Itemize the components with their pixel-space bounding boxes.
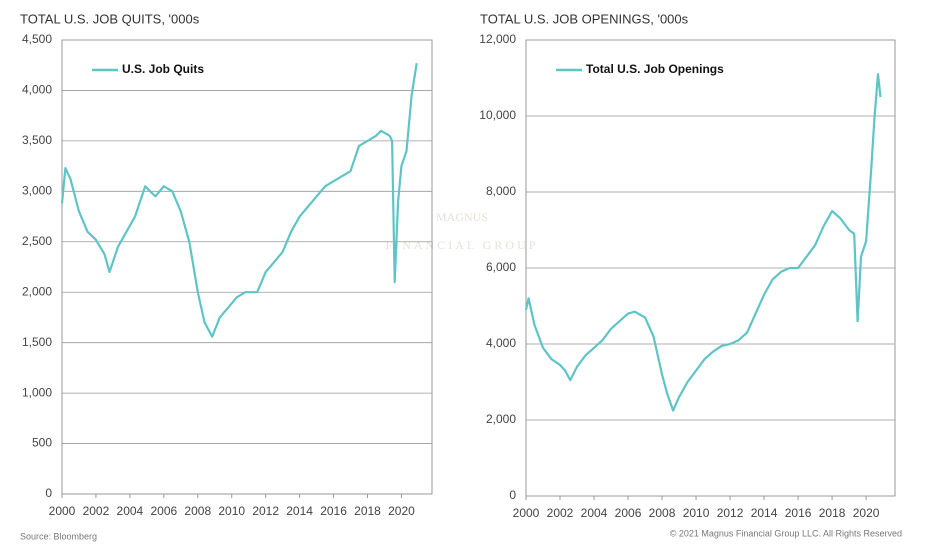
plot-frame [61, 39, 433, 495]
y-tick-label: 0 [509, 488, 516, 502]
x-tick-label: 2006 [615, 506, 642, 520]
x-tick-label: 2016 [320, 504, 347, 518]
y-tick-label: 4,000 [486, 336, 516, 350]
x-tick-label: 2020 [388, 504, 415, 518]
y-tick-label: 3,000 [22, 184, 52, 198]
chart-title: TOTAL U.S. JOB OPENINGS, '000s [480, 11, 689, 26]
x-tick-label: 2000 [49, 504, 76, 518]
y-tick-label: 2,500 [22, 234, 52, 248]
x-tick-label: 2018 [354, 504, 381, 518]
y-tick-label: 500 [32, 436, 52, 450]
y-tick-label: 3,500 [22, 133, 52, 147]
y-tick-label: 4,000 [22, 83, 52, 97]
watermark-name: MAGNUS [436, 210, 488, 224]
y-tick-label: 1,500 [22, 335, 52, 349]
x-tick-label: 2004 [581, 506, 608, 520]
x-tick-label: 2002 [547, 506, 574, 520]
series-line [524, 73, 882, 412]
x-tick-label: 2018 [819, 506, 846, 520]
watermark-tagline: FINANCIAL GROUP [386, 238, 539, 252]
x-tick-label: 2008 [649, 506, 676, 520]
copyright: © 2021 Magnus Financial Group LLC. All R… [670, 528, 902, 538]
y-tick-label: 12,000 [479, 32, 516, 46]
x-tick-label: 2012 [717, 506, 744, 520]
y-tick-label: 0 [45, 486, 52, 500]
plot-frame [525, 39, 896, 497]
y-tick-label: 6,000 [486, 260, 516, 274]
x-tick-label: 2010 [218, 504, 245, 518]
x-tick-label: 2014 [751, 506, 778, 520]
source: Source: Bloomberg [20, 531, 97, 541]
y-tick-label: 1,000 [22, 385, 52, 399]
x-tick-label: 2020 [853, 506, 880, 520]
y-tick-label: 2,000 [486, 412, 516, 426]
x-tick-label: 2012 [252, 504, 279, 518]
x-tick-label: 2014 [286, 504, 313, 518]
y-tick-label: 2,000 [22, 284, 52, 298]
x-tick-label: 2016 [785, 506, 812, 520]
x-tick-label: 2002 [83, 504, 110, 518]
y-tick-label: 10,000 [479, 108, 516, 122]
legend-label: Total U.S. Job Openings [586, 62, 724, 76]
y-tick-label: 8,000 [486, 184, 516, 198]
x-tick-label: 2010 [683, 506, 710, 520]
series-line [60, 63, 418, 338]
x-tick-label: 2008 [184, 504, 211, 518]
x-tick-label: 2006 [150, 504, 177, 518]
x-tick-label: 2000 [513, 506, 540, 520]
x-tick-label: 2004 [117, 504, 144, 518]
chart-title: TOTAL U.S. JOB QUITS, '000s [20, 11, 200, 26]
y-tick-label: 4,500 [22, 32, 52, 46]
legend-label: U.S. Job Quits [122, 62, 204, 76]
